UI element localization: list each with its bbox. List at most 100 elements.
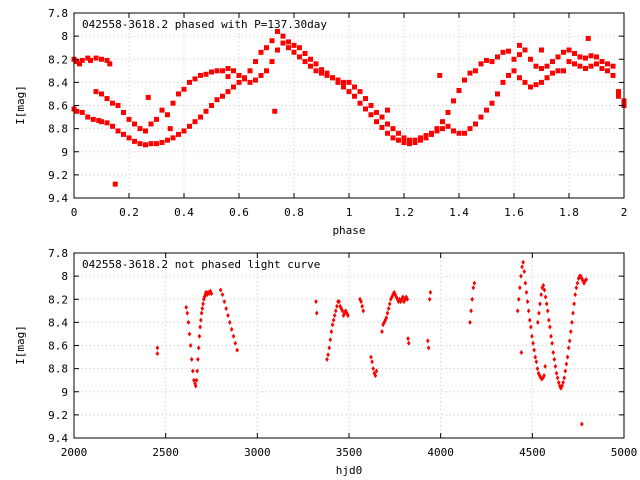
data-point (192, 377, 196, 383)
y-tick-label: 9 (61, 386, 68, 399)
data-point (192, 76, 198, 82)
y-tick-label: 9.4 (48, 192, 68, 205)
data-point (428, 289, 433, 295)
data-point (553, 363, 558, 369)
data-point (186, 319, 191, 325)
data-point (407, 137, 412, 143)
data-point (222, 299, 227, 305)
data-point (313, 68, 319, 74)
data-point (214, 97, 220, 103)
data-point (229, 326, 234, 332)
data-point (126, 116, 132, 122)
data-point (181, 128, 187, 134)
y-tick-label: 8.6 (48, 100, 68, 113)
data-point (99, 91, 104, 97)
data-point (185, 310, 190, 316)
data-point (99, 56, 104, 62)
data-point (132, 138, 137, 144)
data-point (385, 121, 390, 127)
data-point (518, 285, 522, 291)
data-point (500, 79, 506, 85)
data-point (233, 340, 238, 346)
data-point (176, 131, 181, 137)
data-point (187, 123, 192, 129)
data-point (473, 121, 478, 127)
data-point (104, 96, 110, 102)
data-point (541, 282, 546, 288)
data-point (373, 373, 378, 379)
data-point (467, 70, 473, 76)
data-point (523, 280, 528, 286)
data-point (220, 93, 225, 99)
data-point (548, 324, 552, 330)
data-point (247, 68, 253, 74)
data-point (253, 59, 258, 65)
x-tick-label: 3500 (336, 446, 363, 459)
data-point (528, 84, 533, 90)
data-point (88, 57, 93, 63)
data-point (104, 120, 110, 126)
data-point (329, 329, 334, 335)
data-point (319, 70, 324, 76)
data-point (341, 79, 346, 85)
data-point (531, 340, 535, 346)
data-point (165, 112, 170, 118)
data-point (517, 75, 522, 81)
data-point (228, 319, 232, 325)
y-tick-label: 8 (61, 30, 68, 43)
data-point (401, 135, 407, 141)
data-point (202, 296, 206, 302)
data-point (484, 107, 489, 113)
data-point (440, 119, 445, 125)
points-phased (71, 29, 627, 187)
grid-unphased (74, 253, 624, 438)
data-point (330, 322, 335, 328)
data-point (148, 141, 154, 147)
data-point (275, 29, 280, 34)
data-point (401, 140, 407, 145)
points-unphased (155, 259, 589, 427)
data-point (560, 383, 564, 389)
data-point (555, 54, 561, 60)
data-point (184, 304, 188, 310)
data-point (371, 366, 375, 372)
data-point (357, 89, 363, 95)
data-point (368, 112, 374, 118)
data-point (170, 100, 176, 106)
data-point (380, 329, 384, 335)
data-point (517, 52, 522, 58)
data-point (328, 337, 333, 343)
data-point (280, 33, 286, 39)
y-tick-label: 8.6 (48, 340, 68, 353)
data-point (554, 370, 559, 376)
data-point (155, 351, 160, 357)
data-point (253, 77, 258, 83)
data-point (363, 96, 368, 102)
y-axis-title-phased: I[mag] (14, 85, 27, 125)
data-point (264, 45, 269, 51)
data-point (176, 91, 181, 97)
y-tick-label: 7.8 (48, 247, 68, 260)
data-point (577, 63, 583, 69)
data-point (258, 72, 264, 78)
panel-unphased: 2000 2500 3000 3500 4000 4500 5000 7.8 8 8.2 8.4 8.… (14, 247, 637, 477)
data-point (583, 66, 588, 71)
data-point (539, 66, 544, 71)
data-point (406, 336, 410, 342)
data-point (385, 107, 390, 113)
data-point (369, 354, 373, 360)
data-point (331, 317, 336, 323)
data-point (209, 290, 214, 296)
data-point (520, 264, 524, 270)
data-point (314, 310, 319, 316)
data-point (478, 61, 484, 67)
data-point (555, 68, 561, 74)
data-point (542, 287, 547, 293)
x-axis-title-unphased: hjd0 (336, 464, 363, 477)
x-tick-label: 2 (621, 206, 628, 219)
ticks-phased: 0 0.2 0.4 0.6 0.8 1 1.2 1.4 1.6 1.8 2 7.8 8 8.2 8.4 8.6… (48, 7, 627, 219)
x-tick-label: 2500 (152, 446, 179, 459)
data-point (405, 296, 410, 302)
data-point (570, 319, 574, 325)
